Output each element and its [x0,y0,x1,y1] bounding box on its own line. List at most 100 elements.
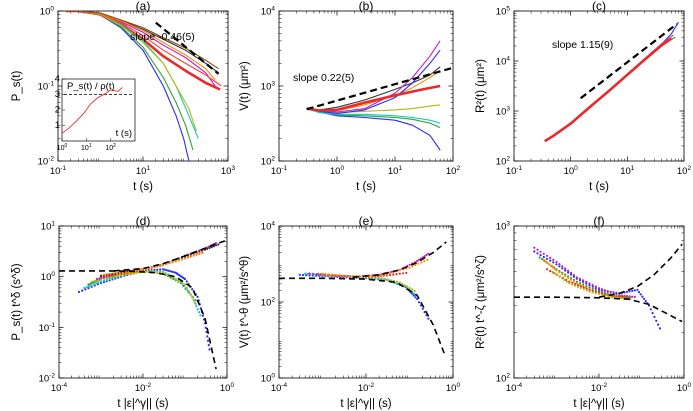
data-point [423,255,426,258]
y-axis-label: V(t) (μm²) [239,61,251,111]
data-point [208,246,211,250]
data-point [545,254,549,257]
data-point [585,289,588,292]
fit-line [579,23,678,100]
y-tick-label: 103 [496,221,511,233]
y-tick-label: 10-1 [39,322,56,334]
scaling-curve-1 [59,270,217,370]
data-point [419,304,422,307]
x-tick-label: 10-4 [51,382,68,394]
data-point [106,273,109,276]
data-point [601,293,604,296]
data-point [308,272,311,275]
data-point [214,242,217,245]
data-point [639,293,642,296]
data-point [358,275,361,278]
data-point [625,290,629,293]
data-point [572,280,576,283]
data-point [657,323,660,326]
x-tick-label: 10-2 [358,382,375,394]
data-point [603,289,606,292]
data-point [558,271,561,274]
data-point [192,254,195,257]
scaling-curve-1 [279,277,446,356]
data-point [156,268,159,271]
data-point [591,287,594,290]
data-point [183,283,187,286]
data-point [591,289,594,292]
data-point [183,257,187,260]
data-point [306,272,309,275]
data-point [567,276,570,279]
data-point [383,277,387,280]
data-point [546,261,549,264]
fit-line [306,66,453,111]
data-point [134,269,137,272]
data-point [610,296,613,299]
data-point [408,263,411,266]
data-point [114,275,118,278]
data-point [95,277,98,281]
data-point [642,297,646,300]
data-point [108,277,111,281]
data-point [103,277,106,280]
x-tick-label: 102 [677,165,692,177]
data-point [542,255,545,259]
data-point [131,272,134,275]
data-point [168,262,171,265]
y-tick-label: 100 [40,6,55,18]
data-point [207,344,210,347]
data-point [395,280,398,283]
data-point [194,302,197,305]
data-point [159,268,162,271]
data-point [144,270,147,273]
panel-b: 10-1 100 101 102 102 103 104 (b) t (s) V(t) (μm²)… [239,0,460,193]
x-tick-label: 100 [677,382,692,394]
data-point [183,277,187,281]
data-point [555,263,558,266]
scaling-curve-2 [113,240,226,272]
data-point [644,299,647,303]
data-series-s4 [90,270,197,305]
x-tick-label: 10-1 [271,165,288,177]
data-point [105,278,108,281]
y-tick-label: 103 [261,81,276,93]
data-point [180,258,183,261]
data-point [588,290,591,293]
data-point [381,277,384,280]
y-tick-label: 102 [261,156,276,168]
data-point [417,301,421,304]
data-point [386,278,390,281]
data-point [411,288,414,291]
data-point [388,273,392,277]
data-point [370,274,373,277]
data-point [89,282,92,285]
x-axis-label: t (s) [133,181,153,193]
x-tick-label: 10-2 [135,382,152,394]
inset-y-tick-label: 1 [55,120,60,131]
data-point [98,277,101,280]
data-point [174,260,177,263]
data-point [609,291,612,294]
data-point [591,285,594,288]
x-tick-label: 100 [330,165,345,177]
data-point [588,282,591,285]
y-axis-label: P_s(t) [11,70,23,101]
data-point [339,274,342,277]
data-point [395,273,398,276]
data-point [578,282,582,285]
data-point [139,268,142,271]
data-point [187,289,190,293]
panel-e: 10-4 10-2 100 100 102 104 (e) t |ε|^γ|| (s) V(t)… [239,214,460,410]
data-point [165,269,168,272]
data-point [551,270,554,273]
data-point [565,280,569,283]
data-point [564,269,567,272]
data-point [582,288,585,291]
axes-frame [278,10,454,162]
data-point [536,248,539,251]
data-point [558,275,561,278]
data-point [401,272,405,275]
data-point [585,280,588,283]
